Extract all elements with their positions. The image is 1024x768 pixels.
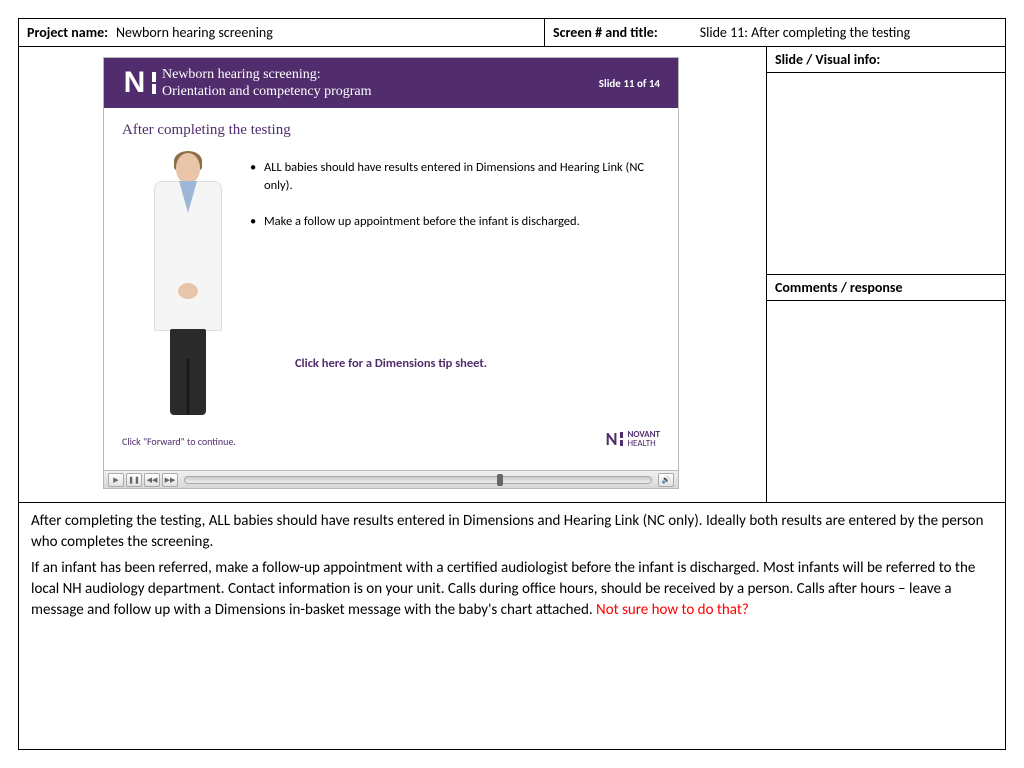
screen-value: Slide 11: After completing the testing (700, 24, 911, 41)
next-button[interactable]: ▶▶ (162, 473, 178, 487)
comments-header: Comments / response (767, 275, 1005, 301)
slide-body: After completing the testing ALL babies … (104, 108, 678, 470)
visual-info-body (767, 73, 1005, 275)
seek-track[interactable] (184, 476, 652, 484)
comments-body (767, 301, 1005, 502)
banner-line2: Orientation and competency program (162, 83, 599, 101)
play-button[interactable]: ▶ (108, 473, 124, 487)
notes-p2-main: If an infant has been referred, make a f… (31, 559, 975, 618)
notes-p2: If an infant has been referred, make a f… (31, 558, 993, 620)
project-value: Newborn hearing screening (116, 24, 273, 41)
banner-line1: Newborn hearing screening: (162, 66, 599, 84)
slide-preview: N Newborn hearing screening: Orientation… (103, 57, 679, 489)
novant-n-icon: N (606, 430, 624, 448)
body-row: N Newborn hearing screening: Orientation… (19, 47, 1005, 503)
visual-info-header: Slide / Visual info: (767, 47, 1005, 73)
seek-thumb[interactable] (497, 474, 503, 486)
notes-p2-red: Not sure how to do that? (596, 601, 749, 619)
bullet-item: ALL babies should have results entered i… (250, 159, 660, 195)
slide-content: ALL babies should have results entered i… (122, 153, 660, 421)
slide-banner: N Newborn hearing screening: Orientation… (104, 58, 678, 108)
project-label: Project name: (27, 24, 108, 41)
screen-label: Screen # and title: (553, 24, 658, 41)
brand-bot: HEALTH (627, 439, 660, 448)
notes-p1: After completing the testing, ALL babies… (31, 511, 993, 552)
slide-number: Slide 11 of 14 (599, 77, 660, 90)
doctor-image (142, 153, 234, 421)
storyboard-frame: Project name: Newborn hearing screening … (18, 18, 1006, 750)
playbar: ▶ ❚❚ ◀◀ ▶▶ 🔊 (104, 470, 678, 488)
pause-button[interactable]: ❚❚ (126, 473, 142, 487)
bullet-list: ALL babies should have results entered i… (250, 153, 660, 421)
slide-subtitle: After completing the testing (122, 122, 660, 139)
project-cell: Project name: Newborn hearing screening (19, 19, 545, 46)
notes-row: After completing the testing, ALL babies… (19, 503, 1005, 749)
forward-hint: Click "Forward" to continue. (122, 435, 236, 448)
tip-sheet-link[interactable]: Click here for a Dimensions tip sheet. (295, 356, 487, 371)
side-column: Slide / Visual info: Comments / response (767, 47, 1005, 502)
volume-button[interactable]: 🔊 (658, 473, 674, 487)
prev-button[interactable]: ◀◀ (144, 473, 160, 487)
bullet-item: Make a follow up appointment before the … (250, 213, 660, 231)
novant-logo: N NOVANT HEALTH (606, 430, 660, 448)
header-row: Project name: Newborn hearing screening … (19, 19, 1005, 47)
logo-n-icon: N (112, 64, 156, 102)
screen-cell: Screen # and title: Slide 11: After comp… (545, 19, 1005, 46)
slide-preview-cell: N Newborn hearing screening: Orientation… (19, 47, 767, 502)
slide-footer: Click "Forward" to continue. N NOVANT HE… (122, 430, 660, 448)
banner-titles: Newborn hearing screening: Orientation a… (156, 66, 599, 101)
